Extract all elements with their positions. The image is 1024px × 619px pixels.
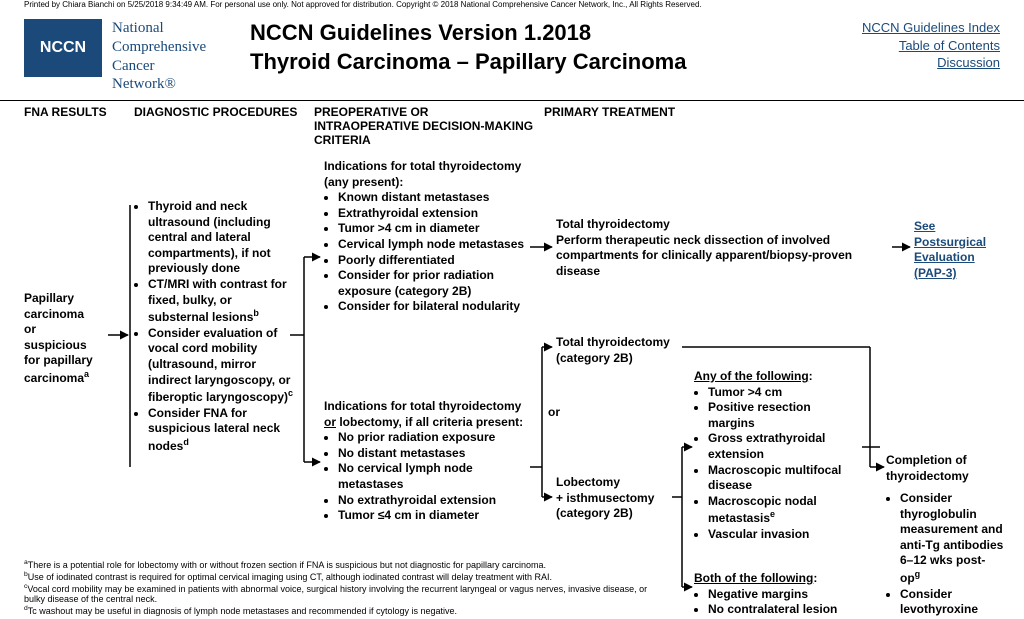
list-item: No extrathyroidal extension bbox=[338, 493, 530, 509]
title-line: NCCN Guidelines Version 1.2018 bbox=[250, 20, 591, 45]
footnote: bUse of iodinated contrast is required f… bbox=[24, 571, 664, 583]
list-item: Tumor >4 cm bbox=[708, 385, 860, 401]
txt: suspicious bbox=[24, 338, 87, 352]
heading: Indications for total thyroidectomy (any… bbox=[324, 159, 521, 189]
sup: a bbox=[84, 369, 89, 379]
completion-thyroidectomy: Completion of thyroidectomy bbox=[886, 453, 996, 484]
list-item: Consider evaluation of vocal cord mobili… bbox=[148, 326, 294, 406]
list-item: Poorly differentiated bbox=[338, 253, 530, 269]
txt: Papillary bbox=[24, 291, 74, 305]
col-head-criteria: PREOPERATIVE OR INTRAOPERATIVE DECISION-… bbox=[314, 105, 544, 147]
both-following: Both of the following: Negative margins … bbox=[694, 571, 860, 618]
txt: See bbox=[914, 219, 935, 233]
list-item: Extrathyroidal extension bbox=[338, 206, 530, 222]
txt: Postsurgical bbox=[914, 235, 986, 249]
txt: + isthmusectomy bbox=[556, 491, 654, 505]
org-line: Network® bbox=[112, 76, 176, 92]
list-item: Macroscopic nodal metastasise bbox=[708, 494, 860, 527]
title-line: Thyroid Carcinoma – Papillary Carcinoma bbox=[250, 49, 686, 74]
list-item: Tumor ≤4 cm in diameter bbox=[338, 508, 530, 524]
list-item: Macroscopic multifocal disease bbox=[708, 463, 860, 494]
list-item: Cervical lymph node metastases bbox=[338, 237, 530, 253]
postsurgical-link[interactable]: See Postsurgical Evaluation (PAP-3) bbox=[914, 219, 1006, 281]
col-head-diag: DIAGNOSTIC PROCEDURES bbox=[134, 105, 314, 147]
txt: Evaluation bbox=[914, 250, 975, 264]
tx-lobectomy: Lobectomy + isthmusectomy (category 2B) bbox=[556, 475, 676, 522]
list-item: Consider levothyroxine bbox=[900, 587, 1004, 618]
txt: Lobectomy bbox=[556, 475, 620, 489]
col-head-treatment: PRIMARY TREATMENT bbox=[544, 105, 744, 147]
list-item: Positive resection margins bbox=[708, 400, 860, 431]
col-head-fna: FNA RESULTS bbox=[24, 105, 134, 147]
org-line: National bbox=[112, 20, 164, 36]
nccn-logo: NCCN bbox=[24, 19, 102, 77]
toc-link[interactable]: NCCN Guidelines Index bbox=[862, 20, 1000, 35]
footnote: aThere is a potential role for lobectomy… bbox=[24, 559, 664, 571]
list-item: Gross extrathyroidal extension bbox=[708, 431, 860, 462]
list-item: Known distant metastases bbox=[338, 190, 530, 206]
list-item: Vascular invasion bbox=[708, 527, 860, 543]
column-headers: FNA RESULTS DIAGNOSTIC PROCEDURES PREOPE… bbox=[0, 101, 1024, 147]
tx-total-2b: Total thyroidectomy (category 2B) bbox=[556, 335, 686, 366]
org-name: National Comprehensive Cancer Network® bbox=[112, 19, 232, 94]
txt: (category 2B) bbox=[556, 351, 633, 365]
txt: for papillary bbox=[24, 353, 93, 367]
list-item: CT/MRI with contrast for fixed, bulky, o… bbox=[148, 277, 294, 326]
list-item: Consider for bilateral nodularity bbox=[338, 299, 530, 315]
criteria-total-thyroidectomy: Indications for total thyroidectomy (any… bbox=[324, 159, 530, 315]
toc-link[interactable]: Discussion bbox=[937, 55, 1000, 70]
heading: Both of the following bbox=[694, 571, 813, 585]
list-item: Consider FNA for suspicious lateral neck… bbox=[148, 406, 294, 455]
list-item: No contralateral lesion bbox=[708, 602, 860, 618]
txt: carcinoma bbox=[24, 307, 84, 321]
toc-link[interactable]: Table of Contents bbox=[899, 38, 1000, 53]
footnote: cVocal cord mobility may be examined in … bbox=[24, 583, 664, 606]
flowchart: Papillary carcinoma or suspicious for pa… bbox=[0, 147, 1024, 617]
fna-results: Papillary carcinoma or suspicious for pa… bbox=[24, 291, 114, 387]
list-item: Thyroid and neck ultrasound (including c… bbox=[148, 199, 294, 277]
txt: Total thyroidectomy bbox=[556, 217, 670, 231]
tx-or: or bbox=[548, 405, 560, 421]
list-item: Consider thyroglobulin measurement and a… bbox=[900, 491, 1004, 587]
list-item: No prior radiation exposure bbox=[338, 430, 530, 446]
list-item: Tumor >4 cm in diameter bbox=[338, 221, 530, 237]
txt: or bbox=[24, 322, 36, 336]
heading: Indications for total thyroidectomy or l… bbox=[324, 399, 523, 429]
page-title: NCCN Guidelines Version 1.2018 Thyroid C… bbox=[250, 19, 686, 76]
followup: Consider thyroglobulin measurement and a… bbox=[886, 491, 1004, 618]
any-following: Any of the following: Tumor >4 cm Positi… bbox=[694, 369, 860, 543]
txt: (category 2B) bbox=[556, 506, 633, 520]
txt: carcinoma bbox=[24, 371, 84, 385]
org-line: Cancer bbox=[112, 58, 154, 74]
header: NCCN National Comprehensive Cancer Netwo… bbox=[0, 9, 1024, 101]
diagnostic-procedures: Thyroid and neck ultrasound (including c… bbox=[134, 199, 294, 455]
footnote: dTc washout may be useful in diagnosis o… bbox=[24, 605, 664, 617]
org-line: Comprehensive bbox=[112, 39, 206, 55]
tx-total-thyroidectomy: Total thyroidectomy Perform therapeutic … bbox=[556, 217, 886, 279]
txt: Total thyroidectomy bbox=[556, 335, 670, 349]
criteria-lobectomy: Indications for total thyroidectomy or l… bbox=[324, 399, 530, 524]
txt: Perform therapeutic neck dissection of i… bbox=[556, 233, 852, 278]
txt: (PAP-3) bbox=[914, 266, 956, 280]
list-item: Negative margins bbox=[708, 587, 860, 603]
list-item: No cervical lymph node metastases bbox=[338, 461, 530, 492]
list-item: No distant metastases bbox=[338, 446, 530, 462]
toc-links: NCCN Guidelines Index Table of Contents … bbox=[862, 19, 1000, 72]
print-line: Printed by Chiara Bianchi on 5/25/2018 9… bbox=[0, 0, 1024, 9]
list-item: Consider for prior radiation exposure (c… bbox=[338, 268, 530, 299]
footnotes: aThere is a potential role for lobectomy… bbox=[24, 559, 664, 617]
heading: Any of the following bbox=[694, 369, 809, 383]
